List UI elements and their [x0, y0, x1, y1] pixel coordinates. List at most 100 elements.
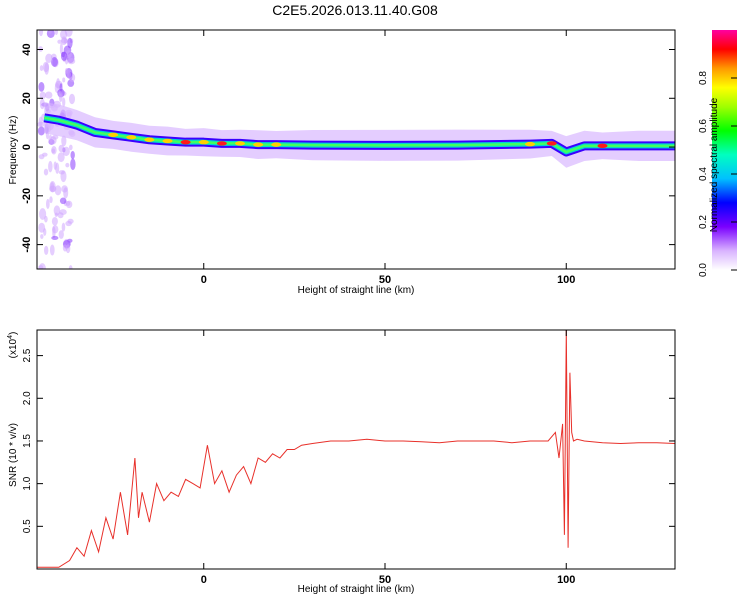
spectrogram-panel: 0 50 100 -40 -20 0 20 40 Height of straight lin…: [8, 29, 676, 296]
y-tick-label: 2.0: [22, 391, 33, 405]
spectrogram-ylabel: Frequency (Hz): [8, 116, 19, 185]
noise-blob: [52, 134, 59, 140]
noise-blob: [49, 244, 55, 256]
colorbar-label: Normalized spectral amplitude: [709, 97, 720, 232]
noise-blob: [39, 98, 45, 110]
noise-blob: [53, 161, 57, 170]
noise-blob: [37, 126, 45, 136]
noise-blob: [52, 225, 59, 234]
noise-blob: [62, 146, 70, 157]
ridge-hotspot: [546, 141, 557, 146]
ridge-hotspot: [271, 142, 282, 147]
noise-blob: [62, 244, 68, 252]
ridge-hotspot: [525, 141, 535, 147]
snr-xlabel: Height of straight line (km): [298, 584, 415, 595]
noise-blob: [58, 230, 64, 239]
noise-blob: [58, 90, 63, 103]
noise-blob: [60, 51, 68, 62]
noise-blob: [59, 43, 63, 55]
y-tick-label: 1.0: [22, 476, 33, 490]
colorbar-tick-label: 0.4: [698, 167, 709, 181]
noise-blob: [43, 168, 49, 176]
noise-blob: [61, 135, 67, 147]
colorbar-tick-label: 0.2: [698, 215, 709, 229]
ridge-hotspot: [253, 142, 264, 147]
y-tick-label: 1.5: [22, 434, 33, 448]
spectrogram-frame: [36, 29, 676, 270]
x-tick-label: 50: [379, 574, 391, 586]
noise-blob: [64, 38, 68, 44]
snr-panel: 0 50 100 0.5 1.0 1.5 2.0 2.5 Height of straight…: [7, 329, 676, 595]
ridge-hotspot: [597, 143, 608, 149]
y-tick-label: 40: [21, 43, 33, 55]
noise-blob: [44, 245, 49, 255]
noise-blob: [62, 77, 66, 83]
noise-blob: [50, 182, 55, 192]
colorbar-tick-label: 0.0: [698, 263, 709, 277]
noise-blob: [54, 185, 62, 196]
noise-blob: [66, 70, 71, 79]
ridge-hotspot: [144, 137, 155, 142]
spectrogram-ticks: 0 50 100 -40 -20 0 20 40: [21, 30, 675, 286]
noise-blob: [60, 30, 68, 40]
noise-blob: [57, 39, 62, 44]
noise-blob: [65, 220, 72, 227]
noise-blob: [67, 58, 76, 65]
x-tick-label: 0: [201, 574, 207, 586]
y-tick-label: 20: [21, 92, 33, 104]
noise-blob: [53, 205, 61, 216]
noise-blob: [65, 200, 71, 206]
noise-blob: [38, 81, 45, 92]
noise-blob: [51, 235, 59, 241]
noise-blob: [54, 30, 58, 36]
x-tick-label: 100: [557, 274, 575, 286]
noise-blob: [43, 228, 47, 236]
y-tick-label: 0: [21, 144, 33, 150]
noise-blob: [48, 30, 52, 34]
noise-blob: [40, 234, 44, 239]
spectrogram-xlabel: Height of straight line (km): [298, 285, 415, 296]
noise-blob: [44, 215, 48, 223]
noise-blob: [70, 150, 75, 160]
noise-blob: [59, 83, 63, 94]
noise-blob: [49, 196, 53, 204]
noise-blob: [68, 265, 73, 269]
ridge-hotspot: [180, 139, 191, 145]
noise-blob: [56, 78, 61, 89]
noise-blob: [39, 91, 46, 100]
ridge-halo: [44, 102, 675, 168]
y-tick-label: 0.5: [22, 519, 33, 533]
noise-blob: [61, 222, 66, 232]
noise-blob: [42, 152, 48, 157]
noise-blob: [65, 162, 70, 168]
snr-frame: [36, 329, 676, 570]
colorbar-gradient: [712, 30, 737, 270]
noise-blob: [45, 198, 50, 209]
colorbar-ticks: 0.0 0.2 0.4 0.6 0.8: [698, 71, 737, 277]
snr-ticks: 0 50 100 0.5 1.0 1.5 2.0 2.5: [22, 330, 675, 586]
noise-blob: [69, 144, 73, 151]
snr-ylabel: SNR (10 * v/v): [8, 423, 19, 487]
y-tick-label: 2.5: [22, 348, 33, 362]
noise-blob: [63, 187, 69, 199]
noise-blob: [45, 53, 53, 64]
noise-blob: [39, 208, 47, 220]
ridge-hotspot: [235, 141, 245, 146]
noise-blob: [51, 148, 56, 154]
y-tick-label: -20: [21, 188, 33, 204]
noise-blob: [37, 121, 45, 128]
noise-blob: [51, 57, 58, 67]
noise-blob: [39, 65, 44, 72]
noise-blob: [67, 37, 73, 49]
colorbar-tick-label: 0.6: [698, 119, 709, 133]
ridge-hotspot: [216, 141, 227, 146]
noise-blob: [38, 30, 44, 37]
ridge-hotspot: [198, 139, 209, 145]
ridge-hotspot: [126, 135, 137, 140]
snr-yscale: (x104): [7, 332, 19, 359]
noise-blob: [44, 62, 49, 75]
noise-blob: [59, 197, 67, 205]
snr-series-line: [37, 330, 675, 568]
noise-blob: [58, 170, 65, 175]
